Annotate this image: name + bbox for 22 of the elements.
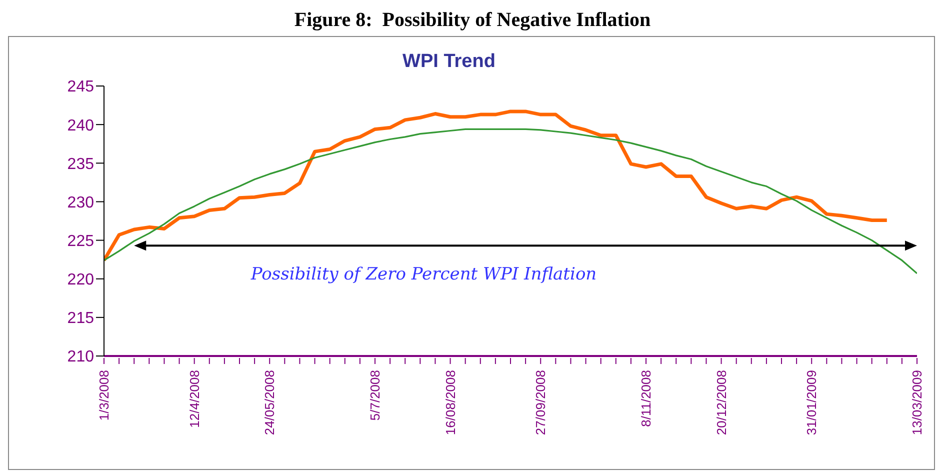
- y-tick-label: 235: [67, 156, 94, 173]
- chart-subtitle: WPI Trend: [402, 51, 496, 73]
- line-series: [104, 110, 889, 262]
- y-tick-label: 220: [67, 272, 94, 289]
- y-tick-label: 210: [67, 348, 94, 366]
- x-tick-label: 12/4/2008: [186, 370, 202, 428]
- x-tick-label: 31/01/2009: [804, 370, 820, 436]
- x-tick-label: 5/7/2008: [368, 370, 383, 421]
- x-tick-label: 13/03/2009: [910, 370, 925, 436]
- y-tick-label: 225: [67, 232, 94, 250]
- y-tick-label: 240: [67, 117, 94, 134]
- x-tick-label: 20/12/2008: [714, 370, 729, 436]
- y-tick-label: 245: [67, 78, 94, 96]
- chart-title: Figure 8: Possibility of Negative Inflation: [293, 8, 652, 33]
- x-tick-label: 1/3/2008: [96, 370, 112, 421]
- ref-line-label: Possibility of Zero Percent WPI Inflation: [250, 264, 597, 285]
- y-tick-label: 230: [67, 194, 94, 212]
- x-tick-label: 24/05/2008: [262, 370, 278, 436]
- x-tick-label: 27/09/2008: [533, 370, 548, 436]
- x-tick-label: 16/08/2008: [442, 370, 458, 436]
- x-tick-label: 8/11/2008: [638, 370, 654, 427]
- y-tick-label: 215: [67, 310, 94, 328]
